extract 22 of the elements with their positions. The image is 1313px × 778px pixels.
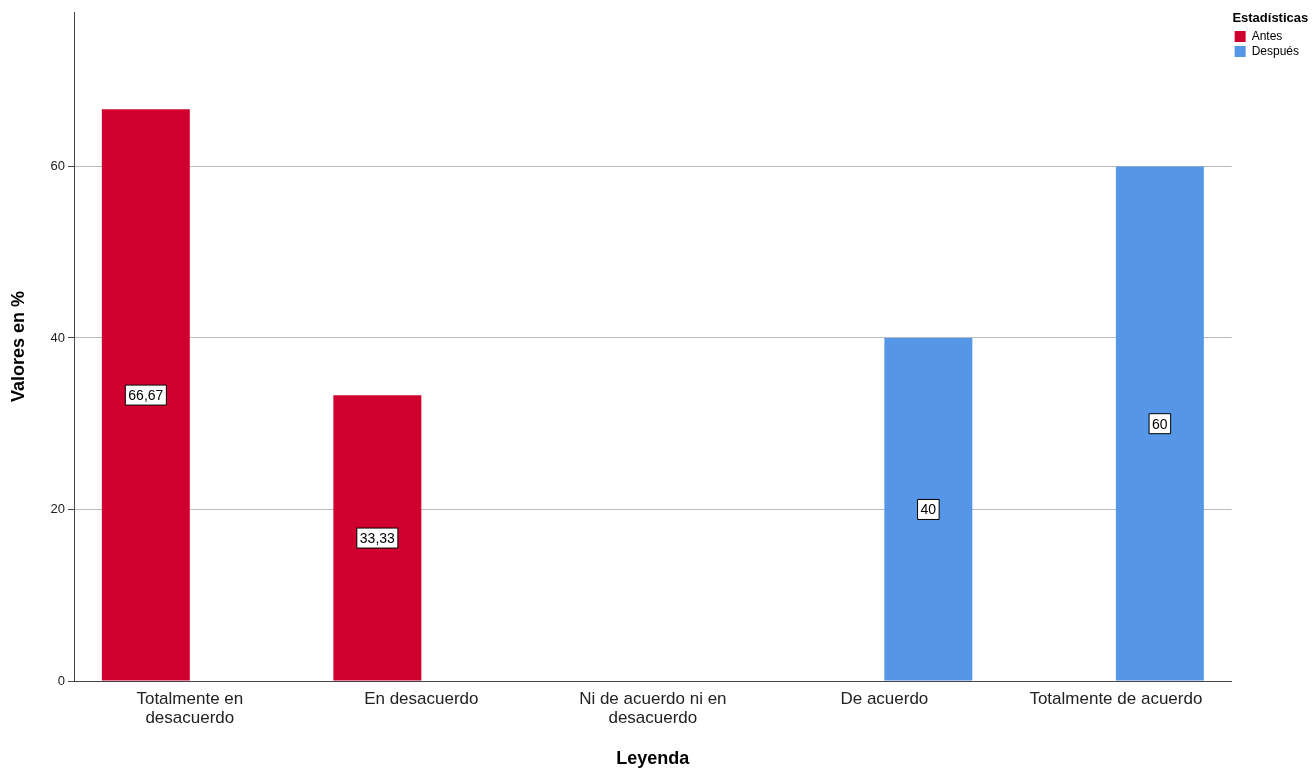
y-tick-label: 40 — [50, 329, 66, 345]
bar — [101, 109, 190, 681]
y-axis-title: Valores en % — [7, 290, 28, 403]
data-label: 60 — [1152, 415, 1168, 432]
data-label: 66,67 — [128, 386, 164, 403]
bar — [333, 395, 422, 681]
x-tick-label: Totalmente de acuerdo — [1029, 689, 1203, 709]
x-tick-label: Totalmente en desacuerdo — [136, 689, 244, 727]
y-tick-label: 20 — [50, 501, 66, 517]
data-label: 40 — [920, 501, 937, 518]
legend-title: Estadísticas — [1232, 10, 1309, 26]
x-tick-label: De acuerdo — [840, 689, 929, 709]
x-tick-label: Ni de acuerdo ni en desacuerdo — [579, 689, 727, 727]
y-tick-label: 0 — [57, 672, 66, 688]
bar — [1115, 166, 1204, 681]
y-tick-label: 60 — [50, 157, 66, 173]
bar — [884, 337, 973, 681]
legend-label: Antes — [1251, 28, 1283, 43]
legend-label: Después — [1251, 43, 1300, 58]
x-axis-title: Leyenda — [616, 748, 691, 769]
data-label: 33,33 — [359, 529, 396, 546]
x-tick-label: En desacuerdo — [364, 689, 479, 709]
